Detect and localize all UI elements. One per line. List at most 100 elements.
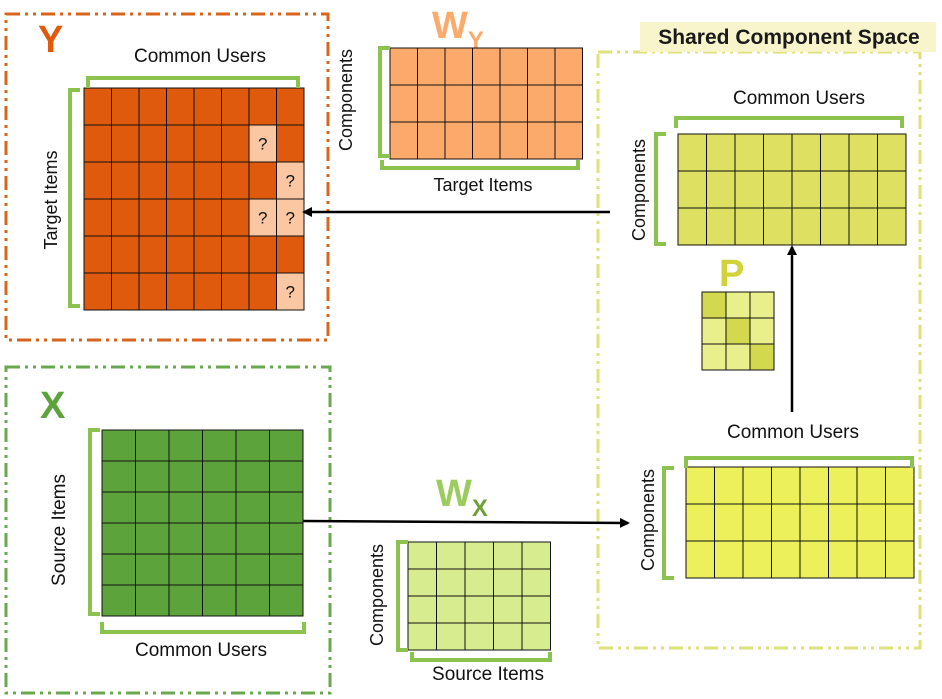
shared-lower-matrix-cell: [885, 503, 915, 542]
wx-matrix-cell: [493, 595, 523, 624]
wy-matrix-cell: [527, 84, 556, 123]
p-matrix-cell: [749, 291, 775, 319]
shared-upper-matrix-cell: [820, 170, 850, 209]
x-matrix-cell: [269, 491, 304, 524]
shared-title-highlight: [640, 22, 936, 52]
y-matrix-cell: [83, 198, 112, 237]
shared-lower-matrix-cell: [685, 503, 715, 542]
x-matrix-cell: [202, 429, 237, 462]
wy-matrix-cell: [444, 121, 473, 160]
wy-title-letter: W: [432, 5, 468, 47]
x-matrix-cell: [168, 522, 203, 555]
p-matrix-cell: [725, 343, 751, 371]
y-matrix-cell: [276, 87, 305, 126]
y-matrix-cell: [138, 235, 167, 274]
y-matrix-cell: [221, 124, 250, 163]
shared-upper-matrix-cell: [706, 207, 736, 246]
wx-matrix-cell: [464, 541, 494, 570]
x-matrix-cell: [202, 522, 237, 555]
y-matrix-cell: [248, 235, 277, 274]
shared-upper-matrix-cell: [706, 133, 736, 172]
shared-lower-matrix-cell: [799, 540, 829, 579]
x-columns-bracket: [100, 622, 306, 634]
x-matrix-cell: [135, 429, 170, 462]
wy-matrix-cell: [417, 84, 446, 123]
x-panel-title: X: [40, 385, 66, 427]
x-matrix-cell: [202, 460, 237, 493]
x-matrix-cell: [101, 522, 136, 555]
y-matrix-cell: [276, 161, 305, 200]
shared-upper-matrix-cell: [677, 133, 707, 172]
shared-lower-matrix-cell: [742, 540, 772, 579]
wx-rows-label: Components: [367, 544, 387, 646]
x-matrix-cell: [202, 553, 237, 586]
shared-lower-matrix-cell: [799, 503, 829, 542]
wx-matrix-cell: [436, 622, 466, 651]
wy-matrix-cell: [417, 121, 446, 160]
shared-lower-matrix-cell: [685, 540, 715, 579]
wy-matrix-cell: [554, 121, 583, 160]
shared-upper-matrix-cell: [877, 170, 907, 209]
shared-upper-matrix-cell: [791, 170, 821, 209]
shared-lower-matrix-cell: [885, 466, 915, 505]
p-matrix-cell: [701, 343, 727, 371]
shared-upper-matrix-cell: [763, 133, 793, 172]
y-matrix-cell: [276, 235, 305, 274]
shared-upper-matrix-cell: [734, 207, 764, 246]
shared-lower-matrix-cell: [856, 540, 886, 579]
x-matrix-cell: [135, 584, 170, 617]
p-matrix: [701, 291, 775, 371]
p-matrix-cell: [749, 317, 775, 345]
shared-lower-matrix-cell: [771, 540, 801, 579]
x-matrix-cell: [168, 584, 203, 617]
wy-matrix-cell: [389, 121, 418, 160]
shared-lower-matrix-cell: [742, 503, 772, 542]
x-matrix-cell: [101, 429, 136, 462]
shared-upper-matrix: [677, 133, 907, 246]
shared-lower-matrix: [685, 466, 915, 579]
shared-lower-columns-label: Common Users: [727, 422, 859, 443]
p-matrix-cell: [749, 343, 775, 371]
wx-matrix-cell: [407, 541, 437, 570]
y-matrix-cell: [221, 272, 250, 311]
x-matrix-cell: [235, 491, 270, 524]
wx-columns-bracket: [410, 652, 552, 662]
wy-matrix-cell: [444, 84, 473, 123]
shared-upper-matrix-cell: [848, 207, 878, 246]
shared-lower-matrix-cell: [856, 466, 886, 505]
x-matrix-cell: [269, 584, 304, 617]
x-matrix-cell: [235, 584, 270, 617]
shared-lower-matrix-cell: [685, 466, 715, 505]
p-matrix-cell: [701, 317, 727, 345]
x-matrix-cell: [235, 460, 270, 493]
wy-matrix-cell: [499, 84, 528, 123]
shared-lower-matrix-cell: [856, 503, 886, 542]
shared-lower-matrix-cell: [742, 466, 772, 505]
wy-matrix-cell: [444, 47, 473, 86]
wy-matrix-cell: [527, 47, 556, 86]
shared-upper-matrix-cell: [877, 133, 907, 172]
x-matrix-cell: [235, 429, 270, 462]
x-matrix-cell: [135, 460, 170, 493]
y-matrix-cell: [221, 161, 250, 200]
shared-upper-matrix-cell: [820, 207, 850, 246]
x-matrix-cell: [269, 460, 304, 493]
wy-matrix-cell: [499, 121, 528, 160]
shared-lower-matrix-cell: [771, 466, 801, 505]
y-matrix-cell: [166, 161, 195, 200]
wy-matrix-cell: [417, 47, 446, 86]
x-matrix-cell: [101, 460, 136, 493]
y-matrix-cell: [111, 235, 140, 274]
wy-matrix-cell: [472, 84, 501, 123]
x-columns-label: Common Users: [135, 640, 267, 661]
y-columns-label: Common Users: [134, 46, 266, 67]
y-matrix-cell: [83, 87, 112, 126]
wy-title: WY: [432, 5, 484, 54]
wy-columns-bracket: [380, 160, 580, 170]
wx-matrix-cell: [436, 568, 466, 597]
x-matrix-cell: [269, 522, 304, 555]
shared-upper-matrix-cell: [877, 207, 907, 246]
y-matrix-cell: [193, 235, 222, 274]
shared-upper-columns-label: Common Users: [733, 88, 865, 109]
